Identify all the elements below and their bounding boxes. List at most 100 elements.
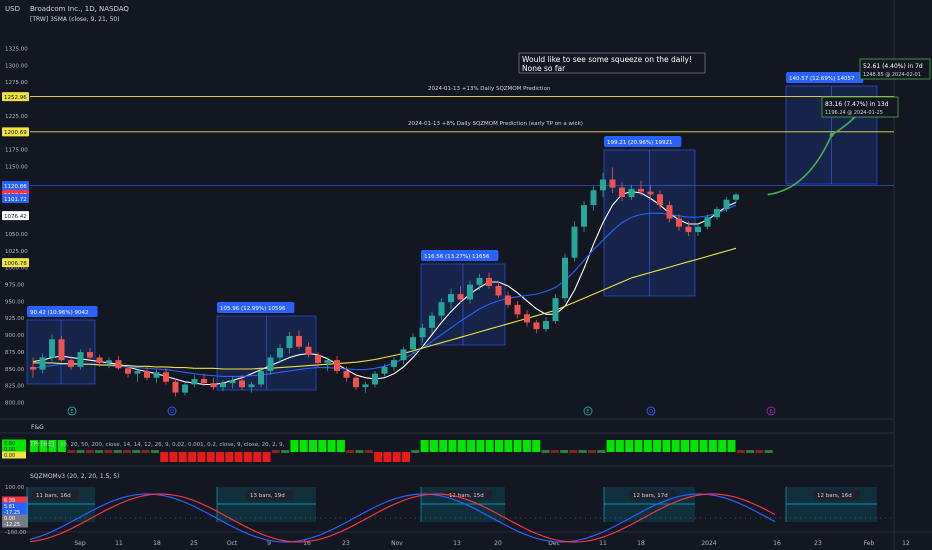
candle-body[interactable] <box>619 187 625 198</box>
candle-body[interactable] <box>514 304 521 315</box>
candle-body[interactable] <box>258 370 264 385</box>
candle-body[interactable] <box>695 226 701 233</box>
candle-body[interactable] <box>647 191 654 195</box>
candle-body[interactable] <box>685 226 692 233</box>
candle-body[interactable] <box>467 284 473 300</box>
candle-body[interactable] <box>315 354 321 363</box>
candle-body[interactable] <box>524 314 530 323</box>
candle-body[interactable] <box>628 188 635 198</box>
candle-body[interactable] <box>410 337 416 350</box>
candle-body[interactable] <box>714 209 720 218</box>
candle-body[interactable] <box>495 286 502 296</box>
candle-body[interactable] <box>543 321 549 330</box>
event-marker[interactable] <box>646 406 656 416</box>
measure-label-box <box>421 250 499 261</box>
candle-body[interactable] <box>533 322 540 330</box>
time-tick: 13 <box>453 540 461 547</box>
candle-body[interactable] <box>723 199 730 210</box>
candle-body[interactable] <box>125 368 131 374</box>
candle-body[interactable] <box>296 335 302 347</box>
candle-body[interactable] <box>277 348 283 358</box>
candle-body[interactable] <box>486 277 492 287</box>
candle-body[interactable] <box>343 370 350 378</box>
candle-body[interactable] <box>87 352 93 358</box>
candle-body[interactable] <box>210 383 217 388</box>
candle-body[interactable] <box>600 179 606 191</box>
candle-body[interactable] <box>305 346 312 355</box>
tpi-bar-positive <box>662 440 671 452</box>
candle-body[interactable] <box>438 302 445 316</box>
candle-body[interactable] <box>362 384 369 388</box>
candle-body[interactable] <box>286 335 293 349</box>
time-tick: Dec <box>548 540 560 547</box>
candle-body[interactable] <box>581 205 587 227</box>
candle-body[interactable] <box>182 384 188 393</box>
candle-body[interactable] <box>248 384 255 388</box>
sma-line[interactable] <box>32 191 737 386</box>
candle-body[interactable] <box>144 370 150 378</box>
candle-body[interactable] <box>229 380 236 384</box>
projection-point[interactable] <box>829 132 834 137</box>
candle-body[interactable] <box>39 357 46 370</box>
sqz-momentum-line[interactable] <box>29 493 776 543</box>
note-box[interactable] <box>518 52 706 74</box>
candle-body[interactable] <box>400 349 407 361</box>
candle-body[interactable] <box>267 357 274 371</box>
price-tick: 875.00 <box>5 350 25 356</box>
candle-body[interactable] <box>77 352 84 367</box>
event-marker[interactable] <box>766 406 776 416</box>
event-marker[interactable] <box>583 406 593 416</box>
candle-body[interactable] <box>115 360 122 369</box>
candle-body[interactable] <box>676 218 682 227</box>
candle-body[interactable] <box>201 379 207 384</box>
target2-box[interactable] <box>859 58 931 80</box>
sma-line[interactable] <box>33 247 737 370</box>
candle-body[interactable] <box>96 357 103 363</box>
indicator-title[interactable]: [TRW] 3SMA (close, 9, 21, 50) <box>30 16 120 23</box>
candle-body[interactable] <box>163 372 169 382</box>
candle-body[interactable] <box>391 360 397 367</box>
candle-body[interactable] <box>381 366 388 374</box>
tpi-bar-negative <box>225 452 234 462</box>
tpi-bar-positive <box>718 440 727 452</box>
candle-body[interactable] <box>68 360 74 367</box>
candle-body[interactable] <box>134 370 141 374</box>
candle-body[interactable] <box>58 339 65 361</box>
candle-body[interactable] <box>666 205 673 219</box>
candle-body[interactable] <box>49 339 55 358</box>
event-marker[interactable] <box>167 406 177 416</box>
candle-body[interactable] <box>191 379 198 385</box>
candle-body[interactable] <box>30 366 36 370</box>
candle-body[interactable] <box>733 194 739 200</box>
candle-body[interactable] <box>239 380 245 388</box>
candle-body[interactable] <box>571 226 578 258</box>
candle-body[interactable] <box>448 294 454 303</box>
target1-box[interactable] <box>821 96 899 118</box>
candle-body[interactable] <box>220 383 226 388</box>
candle-body[interactable] <box>457 294 464 300</box>
candle-body[interactable] <box>562 257 568 299</box>
candle-body[interactable] <box>505 295 511 305</box>
tpi-label: TPI [HE] <box>29 441 54 448</box>
candle-body[interactable] <box>419 327 426 338</box>
tpi-bar-positive <box>708 440 717 452</box>
sqz-label-box <box>445 490 492 500</box>
candle-body[interactable] <box>324 360 331 363</box>
candle-body[interactable] <box>372 373 378 385</box>
candle-body[interactable] <box>590 190 597 206</box>
candle-body[interactable] <box>552 298 559 322</box>
candle-body[interactable] <box>153 372 160 378</box>
candle-body[interactable] <box>429 315 435 328</box>
candle-body[interactable] <box>657 194 663 206</box>
candle-body[interactable] <box>609 179 616 188</box>
candle-body[interactable] <box>172 381 179 393</box>
candle-body[interactable] <box>353 377 359 388</box>
event-marker[interactable] <box>67 406 77 416</box>
candle-body[interactable] <box>106 360 112 363</box>
symbol-title[interactable]: Broadcom Inc., 1D, NASDAQ <box>30 5 129 13</box>
candle-body[interactable] <box>476 277 483 285</box>
candle-body[interactable] <box>334 360 340 371</box>
candle-body[interactable] <box>704 217 711 227</box>
candle-body[interactable] <box>638 188 644 192</box>
